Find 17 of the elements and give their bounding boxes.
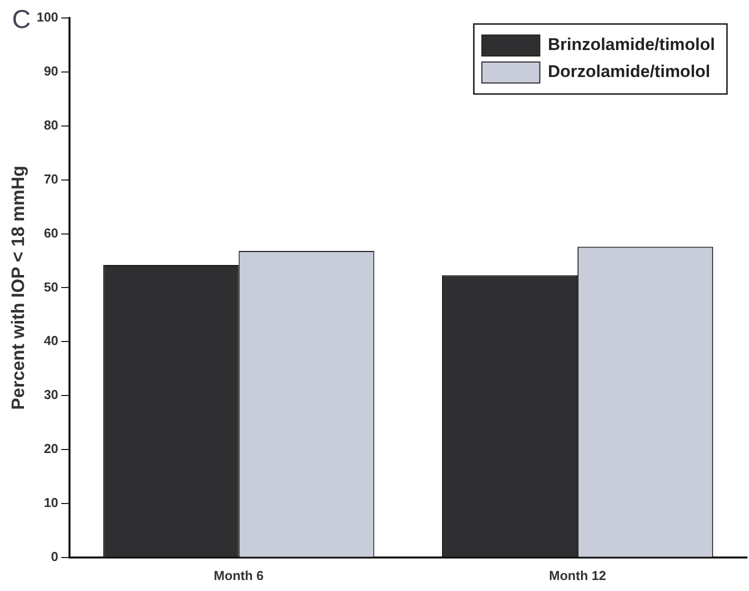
y-tick-label: 20 [44,441,58,456]
y-axis-title: Percent with IOP < 18 mmHg [8,166,28,410]
y-tick-label: 0 [51,548,58,564]
y-tick-label: 70 [44,171,58,186]
y-tick-label: 40 [44,333,58,348]
y-tick-label: 60 [44,225,58,240]
legend-label: Dorzolamide/timolol [548,62,710,82]
legend-label: Brinzolamide/timolol [548,35,716,54]
y-tick-label: 50 [44,279,58,294]
y-tick-label: 100 [36,10,58,25]
y-tick-label: 90 [44,64,58,79]
y-tick-label: 10 [44,495,58,510]
y-tick-label: 30 [44,387,58,402]
text: C [12,4,31,34]
x-tick-label: Month 6 [214,568,264,583]
x-tick-label: Month 12 [549,568,606,583]
y-tick-label: 80 [44,117,58,132]
